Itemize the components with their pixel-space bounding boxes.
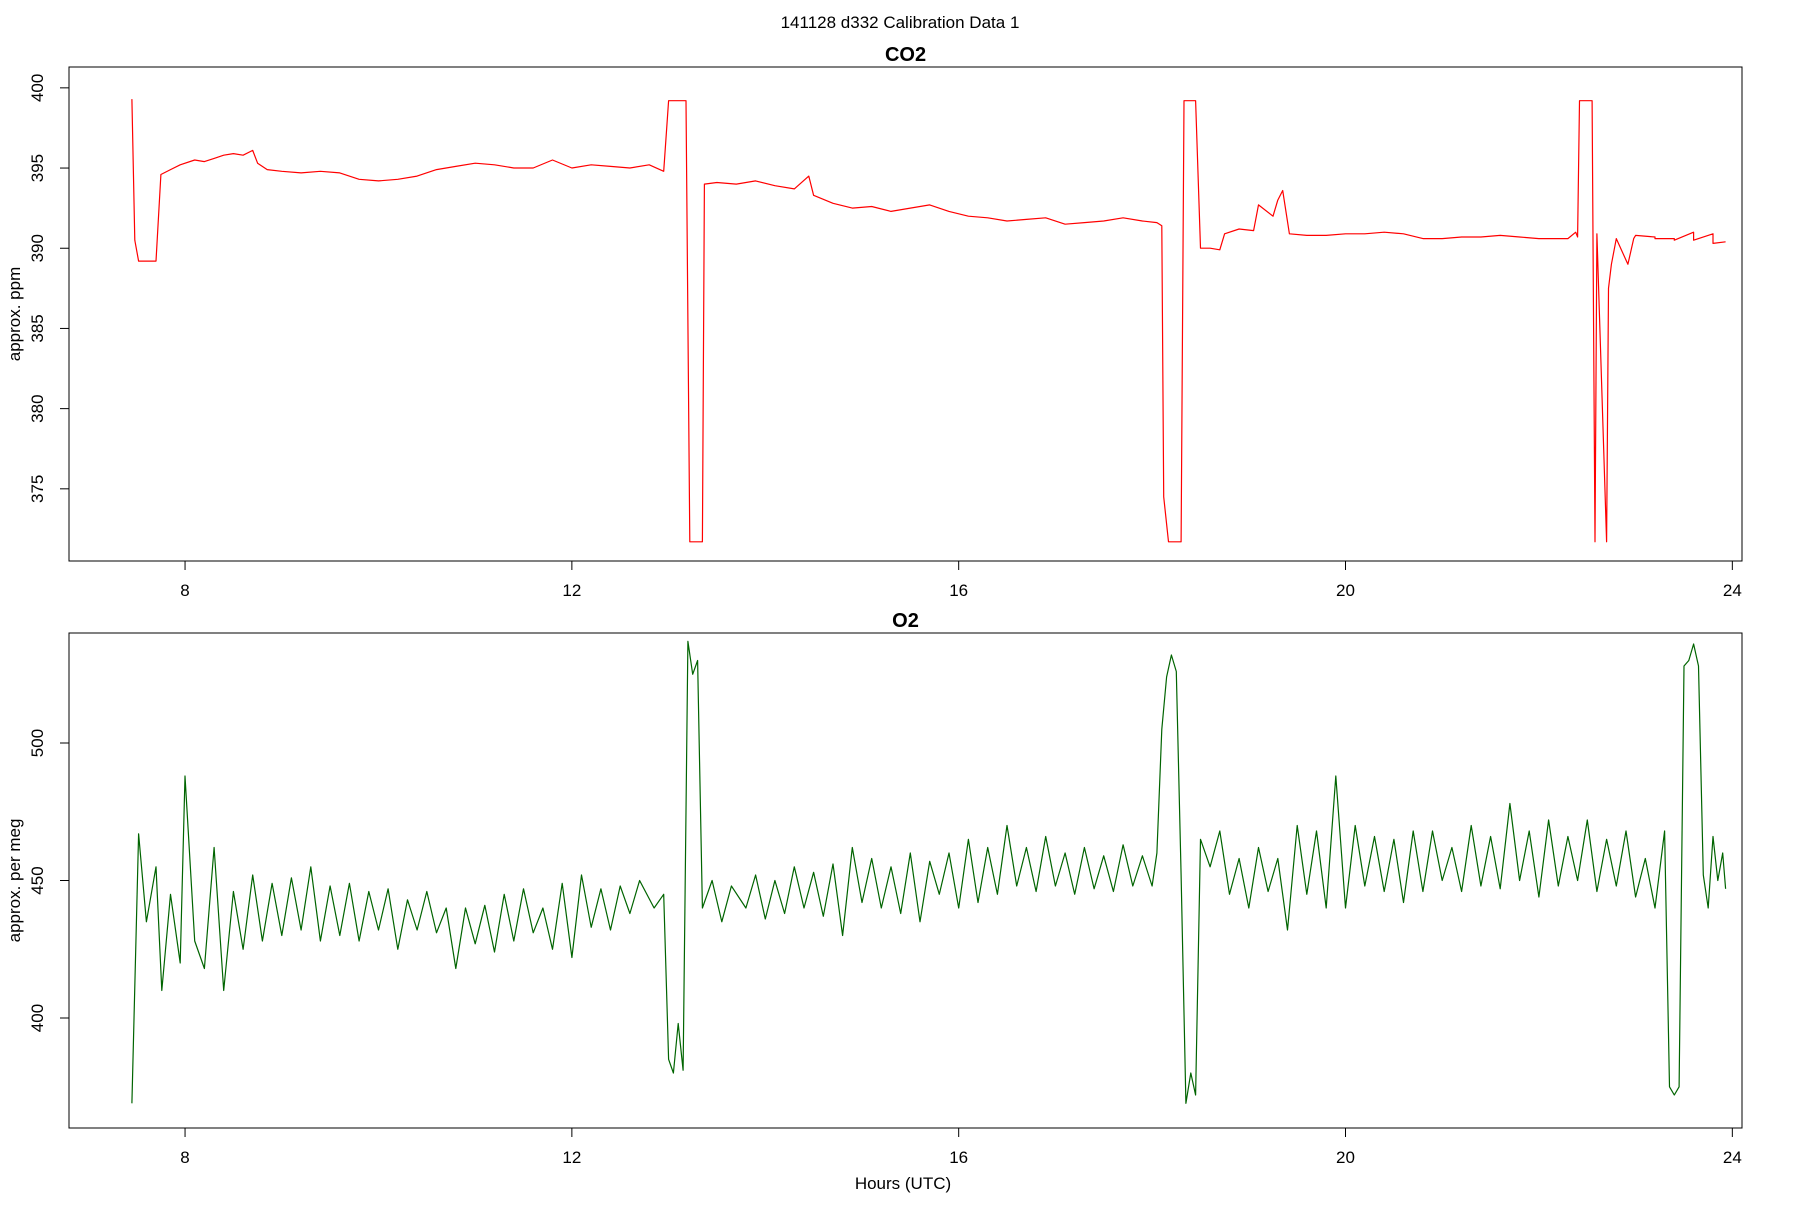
co2-x-tick-label: 16: [949, 581, 968, 600]
co2-plot-frame: [68, 66, 1743, 562]
co2-y-axis-label: approx. ppm: [5, 267, 24, 362]
co2-y-tick-label: 385: [28, 314, 47, 342]
co2-panel-title: CO2: [885, 44, 926, 66]
figure-title: 141128 d332 Calibration Data 1: [781, 13, 1020, 32]
o2-y-tick-label: 500: [28, 729, 47, 757]
co2-x-tick-label: 20: [1336, 581, 1355, 600]
co2-x-tick-label: 12: [562, 581, 581, 600]
o2-y-axis-label: approx. per meg: [5, 819, 24, 943]
co2-y-tick-label: 390: [28, 234, 47, 262]
x-axis-label: Hours (UTC): [855, 1174, 951, 1193]
o2-x-tick-label: 24: [1723, 1148, 1742, 1167]
co2-y-tick-label: 395: [28, 154, 47, 182]
co2-x-tick-label: 24: [1723, 581, 1742, 600]
co2-x-tick-label: 8: [180, 581, 189, 600]
co2-series-line: [131, 99, 1726, 543]
o2-x-tick-label: 8: [180, 1148, 189, 1167]
o2-x-tick-label: 20: [1336, 1148, 1355, 1167]
co2-y-tick-label: 400: [28, 74, 47, 102]
o2-series-line: [131, 640, 1727, 1104]
co2-y-tick-label: 380: [28, 394, 47, 422]
o2-y-tick-label: 400: [28, 1004, 47, 1032]
co2-y-tick-label: 375: [28, 475, 47, 503]
o2-y-tick-label: 450: [28, 866, 47, 894]
o2-x-tick-label: 16: [949, 1148, 968, 1167]
o2-panel-title: O2: [892, 610, 919, 632]
o2-x-tick-label: 12: [562, 1148, 581, 1167]
